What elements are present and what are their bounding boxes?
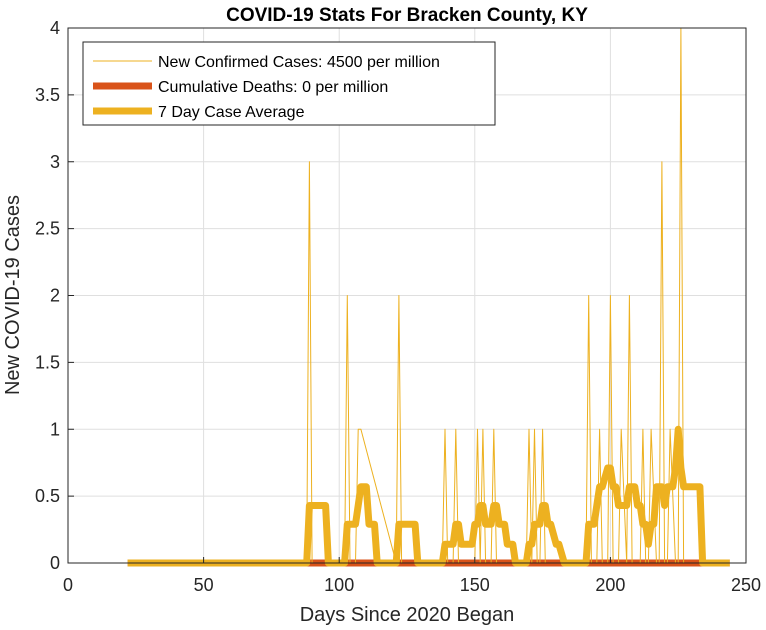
x-tick-label: 250 xyxy=(731,575,761,595)
y-tick-label: 0 xyxy=(50,553,60,573)
y-tick-label: 1 xyxy=(50,419,60,439)
y-tick-label: 4 xyxy=(50,18,60,38)
y-tick-label: 3.5 xyxy=(35,85,60,105)
y-tick-label: 2 xyxy=(50,286,60,306)
y-tick-label: 0.5 xyxy=(35,486,60,506)
legend: New Confirmed Cases: 4500 per million Cum… xyxy=(82,41,496,126)
y-tick-label: 1.5 xyxy=(35,352,60,372)
x-tick-label: 50 xyxy=(194,575,214,595)
legend-new-cases-label: New Confirmed Cases: 4500 per million xyxy=(158,54,440,71)
x-tick-label: 150 xyxy=(460,575,490,595)
axis-ticks: 0 50 100 150 200 250 0 0.5 1 1.5 2 2.5 3 3.5 4 xyxy=(35,18,761,595)
x-axis-label: Days Since 2020 Began xyxy=(300,604,515,626)
x-tick-label: 100 xyxy=(324,575,354,595)
y-tick-label: 3 xyxy=(50,152,60,172)
chart-title: COVID-19 Stats For Bracken County, KY xyxy=(226,5,588,26)
y-tick-label: 2.5 xyxy=(35,219,60,239)
legend-cumulative-deaths-label: Cumulative Deaths: 0 per million xyxy=(158,79,388,96)
x-tick-label: 200 xyxy=(595,575,625,595)
y-axis-label: New COVID-19 Cases xyxy=(2,195,24,395)
legend-seven-day-average-label: 7 Day Case Average xyxy=(158,104,305,121)
x-tick-label: 0 xyxy=(63,575,73,595)
